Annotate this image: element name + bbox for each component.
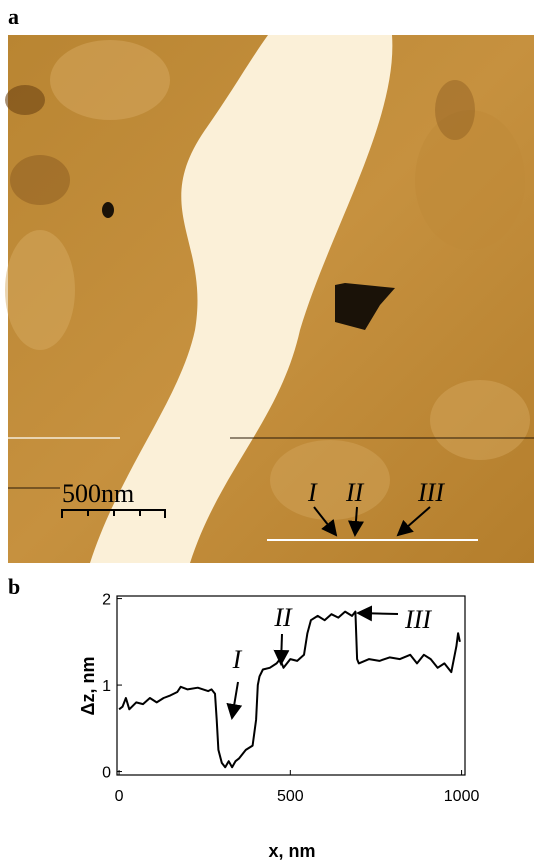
x-axis-title: x, nm bbox=[268, 841, 315, 861]
annotation: III bbox=[404, 605, 432, 634]
annotation-arrow bbox=[281, 634, 282, 664]
scale-bar-label: 500nm bbox=[62, 479, 134, 508]
x-tick-label: 500 bbox=[277, 788, 304, 805]
y-tick-label: 2 bbox=[102, 592, 111, 609]
panel-label: b bbox=[8, 574, 20, 599]
y-tick-label: 1 bbox=[102, 678, 111, 695]
x-tick-label: 0 bbox=[115, 788, 124, 805]
figure: a 500nm I II III b x, nm Δz, nm 05001000… bbox=[0, 0, 534, 863]
x-tick-label: 1000 bbox=[444, 788, 480, 805]
marker-label: I bbox=[307, 478, 318, 507]
marker-label: II bbox=[345, 478, 365, 507]
y-axis-title: Δz, nm bbox=[78, 657, 98, 716]
annotation: II bbox=[273, 603, 293, 632]
annotation-arrow bbox=[358, 613, 398, 614]
annotation: I bbox=[232, 645, 243, 674]
annotation-arrow bbox=[232, 682, 238, 718]
panel-label: a bbox=[8, 4, 19, 29]
marker-label: III bbox=[417, 478, 445, 507]
profile-line bbox=[119, 612, 460, 768]
y-tick-label: 0 bbox=[102, 765, 111, 782]
